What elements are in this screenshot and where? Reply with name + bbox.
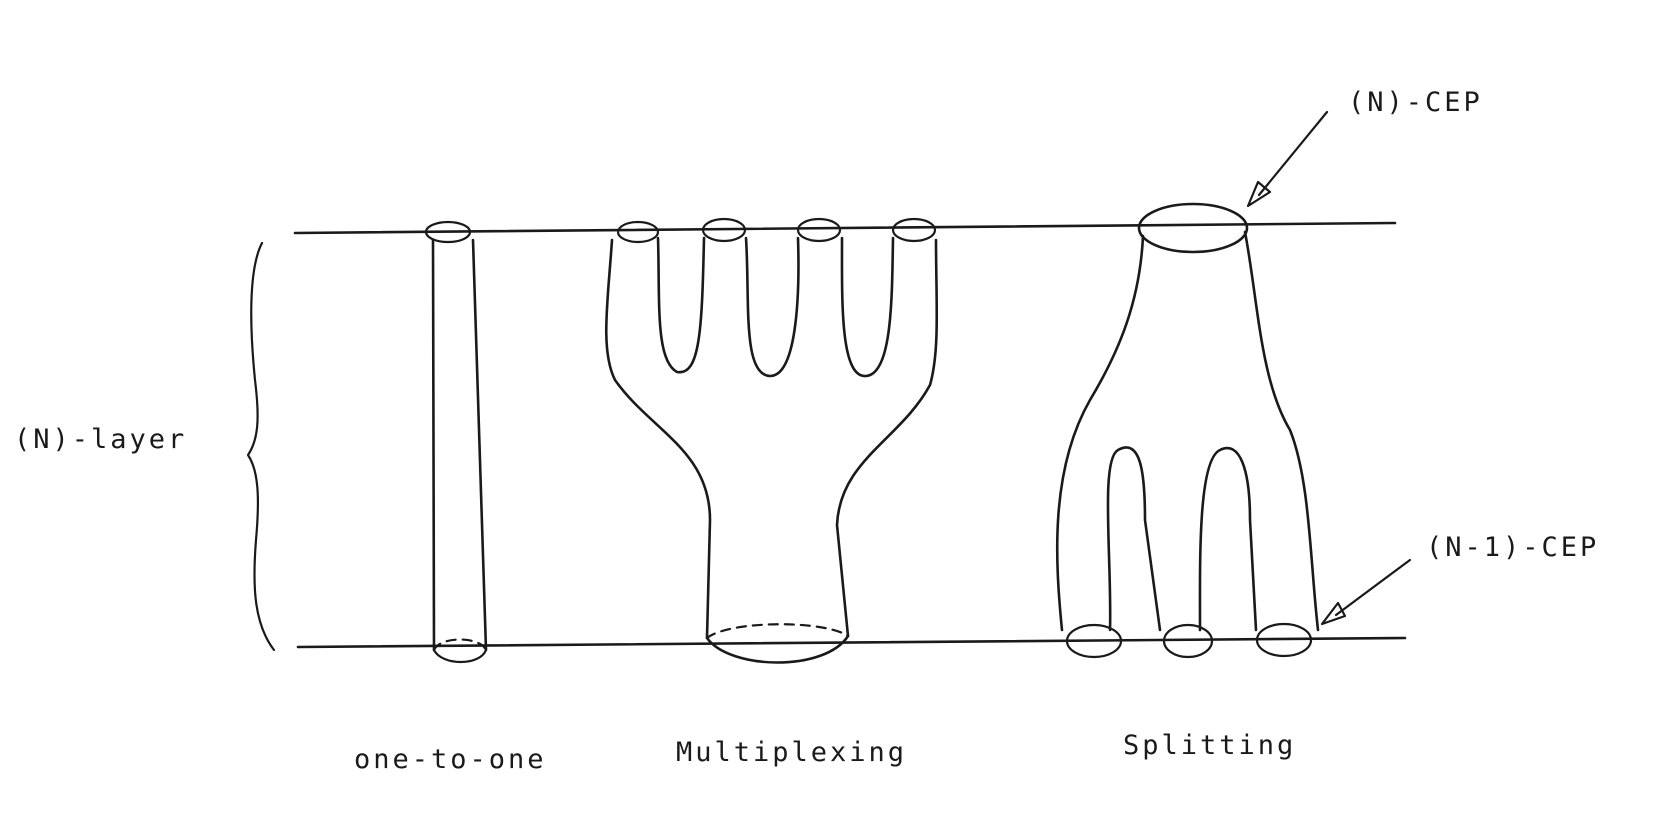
n-cep-label: (N)-CEP: [1348, 87, 1483, 118]
splitting-label: Splitting: [1123, 730, 1296, 761]
multiplexing-connection: [604, 217, 939, 664]
upper-layer-boundary: [293, 221, 1397, 235]
splitting-top-cep: [1137, 202, 1249, 254]
n1-cep-arrow: [1320, 558, 1412, 626]
splitting-connection: [1055, 202, 1320, 659]
n1-cep-label: (N-1)-CEP: [1426, 532, 1599, 563]
one-to-one-connection: [424, 220, 488, 663]
layer-label: (N)-layer: [14, 424, 187, 455]
one-to-one-label: one-to-one: [354, 744, 547, 775]
multiplexing-label: Multiplexing: [676, 737, 907, 768]
n-cep-arrow: [1246, 110, 1329, 208]
one-to-one-top-cep: [424, 220, 472, 244]
layer-brace: [246, 241, 276, 652]
